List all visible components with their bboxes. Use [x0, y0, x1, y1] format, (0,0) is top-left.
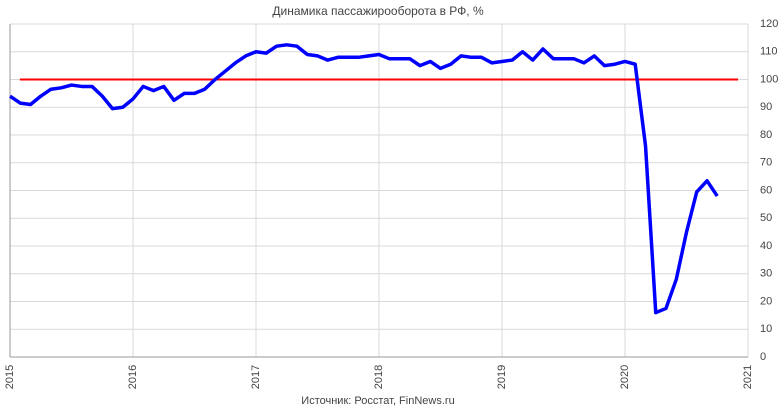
x-tick-label: 2017: [250, 365, 262, 389]
x-tick-label: 2016: [127, 365, 139, 389]
y-tick-label: 50: [760, 212, 772, 224]
y-tick-label: 40: [760, 240, 772, 252]
y-tick-label: 80: [760, 129, 772, 141]
x-tick-label: 2020: [619, 365, 631, 389]
x-tick-label: 2021: [742, 365, 754, 389]
source-note: Источник: Росстат, FinNews.ru: [301, 395, 454, 407]
y-tick-label: 20: [760, 295, 772, 307]
chart-title: Динамика пассажирооборота в РФ, %: [272, 4, 484, 18]
y-tick-label: 30: [760, 268, 772, 280]
x-tick-label: 2018: [373, 365, 385, 389]
y-tick-label: 0: [760, 351, 766, 363]
y-tick-label: 70: [760, 157, 772, 169]
y-tick-label: 10: [760, 323, 772, 335]
y-tick-label: 60: [760, 184, 772, 196]
x-tick-label: 2019: [496, 365, 508, 389]
data-line: [9, 43, 719, 315]
y-tick-label: 90: [760, 101, 772, 113]
x-tick-label: 2015: [4, 365, 16, 389]
y-tick-label: 110: [760, 46, 778, 58]
y-tick-label: 120: [760, 18, 778, 30]
y-tick-label: 100: [760, 73, 778, 85]
